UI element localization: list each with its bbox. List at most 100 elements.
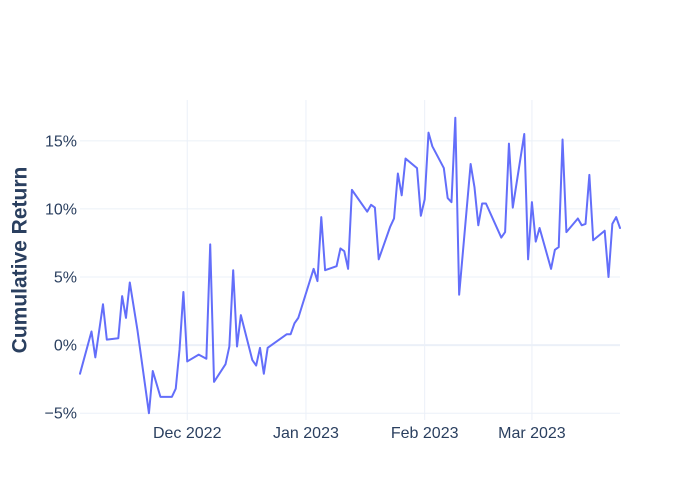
data-point[interactable] — [77, 371, 83, 377]
data-point[interactable] — [100, 301, 106, 307]
data-point[interactable] — [468, 161, 474, 167]
data-point[interactable] — [127, 279, 133, 285]
data-point[interactable] — [418, 213, 424, 219]
data-point[interactable] — [471, 184, 477, 190]
data-point[interactable] — [134, 327, 140, 333]
data-point[interactable] — [521, 131, 527, 137]
x-tick-label: Mar 2023 — [498, 425, 566, 442]
data-point[interactable] — [150, 368, 156, 374]
data-point[interactable] — [606, 274, 612, 280]
data-point[interactable] — [395, 171, 401, 177]
data-point[interactable] — [92, 354, 98, 360]
y-tick-label: −5% — [45, 406, 77, 423]
data-point[interactable] — [253, 363, 259, 369]
data-point[interactable] — [311, 266, 317, 272]
data-point[interactable] — [349, 187, 355, 193]
data-point[interactable] — [502, 229, 508, 235]
data-point[interactable] — [104, 337, 110, 343]
data-point[interactable] — [288, 331, 294, 337]
data-point[interactable] — [414, 165, 420, 171]
data-point[interactable] — [211, 379, 217, 385]
data-point[interactable] — [265, 345, 271, 351]
y-tick-label: 15% — [45, 133, 77, 150]
data-point[interactable] — [291, 320, 297, 326]
data-point[interactable] — [537, 225, 543, 231]
data-point[interactable] — [399, 192, 405, 198]
data-point[interactable] — [341, 248, 347, 254]
data-point[interactable] — [257, 345, 263, 351]
data-point[interactable] — [510, 205, 516, 211]
y-tick-label: 0% — [54, 338, 77, 355]
data-point[interactable] — [403, 156, 409, 162]
data-point[interactable] — [422, 196, 428, 202]
data-point[interactable] — [498, 235, 504, 241]
data-point[interactable] — [391, 215, 397, 221]
data-point[interactable] — [238, 312, 244, 318]
data-point[interactable] — [583, 221, 589, 227]
data-point[interactable] — [261, 371, 267, 377]
data-point[interactable] — [314, 278, 320, 284]
data-point[interactable] — [123, 315, 129, 321]
data-point[interactable] — [177, 346, 183, 352]
data-point[interactable] — [441, 165, 447, 171]
data-point[interactable] — [295, 315, 301, 321]
data-point[interactable] — [548, 266, 554, 272]
data-point[interactable] — [525, 256, 531, 262]
data-point[interactable] — [322, 267, 328, 273]
data-point[interactable] — [226, 343, 232, 349]
data-point[interactable] — [88, 328, 94, 334]
x-tick-label: Jan 2023 — [273, 425, 339, 442]
data-point[interactable] — [364, 209, 370, 215]
data-point[interactable] — [586, 172, 592, 178]
data-point[interactable] — [533, 239, 539, 245]
data-point[interactable] — [169, 394, 175, 400]
series-line — [79, 116, 621, 415]
x-gridlines — [186, 100, 533, 420]
data-point[interactable] — [560, 136, 566, 142]
data-point[interactable] — [230, 267, 236, 273]
data-point[interactable] — [426, 130, 432, 136]
data-point[interactable] — [376, 256, 382, 262]
data-point[interactable] — [602, 228, 608, 234]
data-point[interactable] — [223, 361, 229, 367]
data-point[interactable] — [563, 229, 569, 235]
x-tick-label: Feb 2023 — [391, 425, 459, 442]
data-point[interactable] — [387, 224, 393, 230]
data-point[interactable] — [345, 266, 351, 272]
data-point[interactable] — [157, 394, 163, 400]
y-tick-label: 10% — [45, 201, 77, 218]
data-point[interactable] — [529, 199, 535, 205]
data-point[interactable] — [318, 214, 324, 220]
data-point[interactable] — [609, 221, 615, 227]
data-point[interactable] — [448, 199, 454, 205]
data-point[interactable] — [173, 386, 179, 392]
data-point[interactable] — [203, 356, 209, 362]
data-point[interactable] — [613, 214, 619, 220]
x-axis-ticks: Dec 2022 Jan 2023 Feb 2023 Mar 2023 — [153, 425, 566, 442]
data-point[interactable] — [452, 115, 458, 121]
data-point[interactable] — [506, 141, 512, 147]
data-point[interactable] — [372, 205, 378, 211]
data-point[interactable] — [180, 289, 186, 295]
data-point[interactable] — [617, 225, 623, 231]
data-point[interactable] — [249, 357, 255, 363]
data-point[interactable] — [483, 200, 489, 206]
data-point[interactable] — [146, 410, 152, 416]
data-point[interactable] — [429, 143, 435, 149]
data-point[interactable] — [475, 222, 481, 228]
data-point[interactable] — [207, 241, 213, 247]
data-point[interactable] — [119, 293, 125, 299]
data-point[interactable] — [115, 335, 121, 341]
data-point[interactable] — [184, 358, 190, 364]
data-point[interactable] — [556, 244, 562, 250]
data-point[interactable] — [456, 292, 462, 298]
data-point[interactable] — [334, 263, 340, 269]
y-axis-title: Cumulative Return — [9, 167, 32, 354]
data-point[interactable] — [590, 237, 596, 243]
series-layer — [77, 115, 623, 416]
data-point[interactable] — [575, 215, 581, 221]
data-point[interactable] — [196, 352, 202, 358]
data-point[interactable] — [234, 343, 240, 349]
